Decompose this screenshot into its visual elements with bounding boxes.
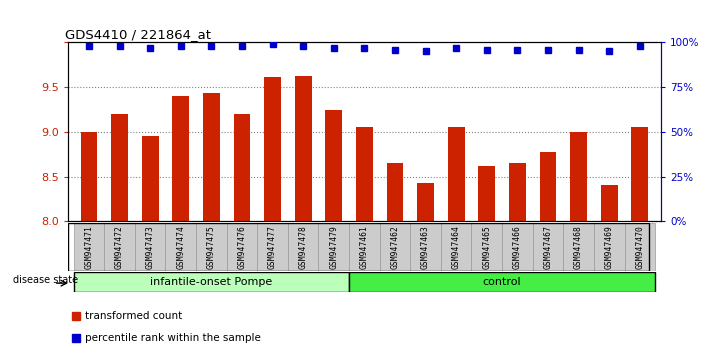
Text: transformed count: transformed count [85, 311, 183, 321]
Text: GSM947461: GSM947461 [360, 225, 369, 269]
Bar [264, 77, 281, 221]
Bar [74, 223, 105, 271]
Text: GSM947473: GSM947473 [146, 225, 155, 269]
Bar [74, 272, 349, 292]
Bar [594, 223, 624, 271]
Text: GSM947477: GSM947477 [268, 225, 277, 269]
Bar [166, 223, 196, 271]
Bar [80, 132, 97, 221]
Text: GSM947478: GSM947478 [299, 225, 308, 269]
Bar [257, 223, 288, 271]
Text: infantile-onset Pompe: infantile-onset Pompe [150, 277, 272, 287]
Text: GDS4410 / 221864_at: GDS4410 / 221864_at [65, 28, 210, 41]
Bar [502, 223, 533, 271]
Bar [479, 166, 496, 221]
Bar [105, 223, 135, 271]
Text: GSM947472: GSM947472 [115, 225, 124, 269]
Bar [570, 132, 587, 221]
Bar [233, 114, 250, 221]
Text: GSM947468: GSM947468 [574, 225, 583, 269]
Bar [356, 127, 373, 221]
Text: GSM947475: GSM947475 [207, 225, 216, 269]
Text: GSM947465: GSM947465 [482, 225, 491, 269]
Bar [111, 114, 128, 221]
Bar [471, 223, 502, 271]
Bar [624, 223, 655, 271]
Bar [387, 163, 403, 221]
Text: disease state: disease state [14, 275, 78, 285]
Text: GSM947476: GSM947476 [237, 225, 247, 269]
Bar [141, 136, 159, 221]
Bar [196, 223, 227, 271]
Bar [441, 223, 471, 271]
Text: GSM947474: GSM947474 [176, 225, 186, 269]
Text: GSM947470: GSM947470 [636, 225, 644, 269]
Bar [349, 272, 655, 292]
Bar [380, 223, 410, 271]
Bar [349, 223, 380, 271]
Text: GSM947467: GSM947467 [543, 225, 552, 269]
Bar [448, 127, 464, 221]
Bar [319, 223, 349, 271]
Bar [203, 93, 220, 221]
Bar [288, 223, 319, 271]
Bar [563, 223, 594, 271]
Bar [135, 223, 166, 271]
Bar [533, 223, 563, 271]
Text: GSM947479: GSM947479 [329, 225, 338, 269]
Bar [509, 163, 526, 221]
Text: GSM947466: GSM947466 [513, 225, 522, 269]
Bar [540, 152, 557, 221]
Bar [172, 96, 189, 221]
Bar [631, 127, 648, 221]
Bar [295, 76, 311, 221]
Bar [227, 223, 257, 271]
Text: GSM947462: GSM947462 [390, 225, 400, 269]
Bar [417, 183, 434, 221]
Text: GSM947469: GSM947469 [605, 225, 614, 269]
Bar [326, 109, 342, 221]
Text: GSM947464: GSM947464 [451, 225, 461, 269]
Text: control: control [483, 277, 521, 287]
Bar [601, 185, 618, 221]
Text: GSM947463: GSM947463 [421, 225, 430, 269]
Text: percentile rank within the sample: percentile rank within the sample [85, 332, 261, 343]
Text: GSM947471: GSM947471 [85, 225, 93, 269]
Bar [410, 223, 441, 271]
